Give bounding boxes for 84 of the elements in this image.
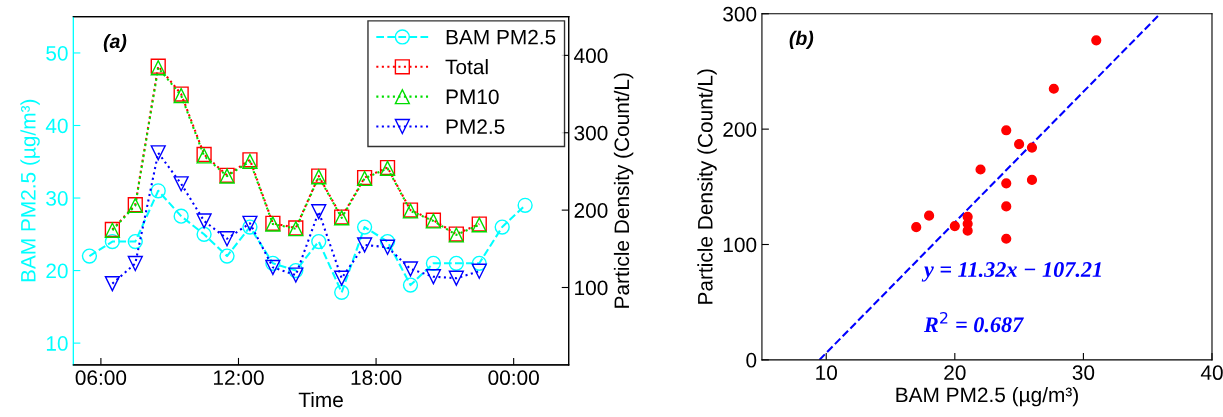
point	[425, 255, 442, 271]
point	[949, 220, 960, 232]
point	[1001, 201, 1012, 212]
y-tick-label: 10	[46, 336, 68, 351]
point	[104, 275, 121, 292]
annotation: y = 11.32x − 107.21	[921, 262, 1101, 282]
x-tick-label: 18:00	[351, 370, 402, 386]
y-tick-label: 300	[723, 6, 757, 22]
point	[196, 226, 212, 242]
legend-label: PM2.5	[446, 119, 505, 134]
point	[356, 237, 373, 253]
y-axis-title: BAM PM2.5 (µg/m³)	[20, 99, 40, 282]
y2-tick-label: 400	[574, 48, 608, 64]
point	[334, 284, 350, 300]
y-tick-label: 0	[746, 352, 757, 368]
point	[311, 204, 327, 220]
point	[379, 233, 396, 250]
point	[334, 270, 350, 286]
annotation: (a)	[103, 33, 127, 53]
point	[127, 255, 143, 272]
x-tick-label: 10	[816, 365, 837, 381]
y-tick-label: 30	[46, 191, 68, 206]
point	[242, 215, 258, 231]
point	[494, 219, 510, 235]
point	[150, 145, 166, 161]
y2-tick-label: 300	[574, 125, 608, 141]
y-tick-label: 100	[723, 237, 757, 253]
y-tick-label: 200	[723, 122, 757, 137]
point	[1001, 125, 1012, 136]
legend-label: PM10	[446, 89, 499, 105]
x-tick-label: 40	[1200, 365, 1223, 381]
x-tick-label: 00:00	[488, 370, 539, 386]
annotation: R$^{2}$ = 0.687	[923, 311, 1024, 333]
point	[265, 259, 281, 276]
point	[448, 255, 464, 271]
y-tick-label: 50	[46, 45, 68, 61]
point	[1014, 139, 1025, 150]
point	[173, 208, 189, 224]
point	[81, 248, 98, 264]
point	[288, 267, 304, 283]
x-axis-title: Time	[298, 391, 343, 408]
point	[448, 270, 464, 286]
x-tick-label: 30	[1072, 365, 1095, 381]
point	[911, 222, 922, 233]
point	[242, 219, 258, 235]
point	[1026, 142, 1038, 153]
point	[219, 231, 235, 247]
point	[975, 164, 986, 175]
x-tick-label: 20	[944, 365, 966, 381]
point	[150, 183, 166, 199]
y-tick-label: 20	[46, 263, 68, 279]
x-tick-label: 12:00	[214, 370, 264, 386]
legend-label: BAM PM2.5	[446, 29, 556, 45]
point	[1001, 178, 1012, 189]
point	[402, 277, 419, 293]
point	[219, 248, 235, 264]
point	[104, 233, 121, 250]
point	[288, 262, 304, 279]
y-axis-title: Particle Density (Count/L)	[697, 69, 717, 304]
point	[517, 197, 533, 213]
x-tick-label: 06:00	[75, 370, 127, 386]
point	[425, 269, 442, 285]
point	[1026, 174, 1038, 185]
point	[127, 233, 143, 250]
point	[402, 261, 419, 277]
point	[356, 219, 373, 235]
point	[1001, 233, 1012, 244]
y2-tick-label: 200	[574, 203, 608, 218]
point	[471, 263, 487, 279]
point	[173, 176, 189, 192]
point	[196, 213, 212, 229]
point	[1091, 35, 1102, 46]
x-axis-title: BAM PM2.5 (µg/m³)	[896, 386, 1078, 407]
y2-axis-title: Particle Density (Count/L)	[613, 73, 634, 308]
point	[1048, 83, 1059, 94]
point	[379, 239, 396, 255]
legend-label: Total	[445, 59, 488, 75]
annotation: (b)	[789, 30, 814, 49]
y-tick-label: 40	[45, 118, 68, 134]
point	[311, 233, 327, 250]
point	[471, 255, 487, 271]
point	[924, 210, 935, 221]
y2-tick-label: 100	[575, 280, 608, 296]
point	[265, 255, 281, 271]
